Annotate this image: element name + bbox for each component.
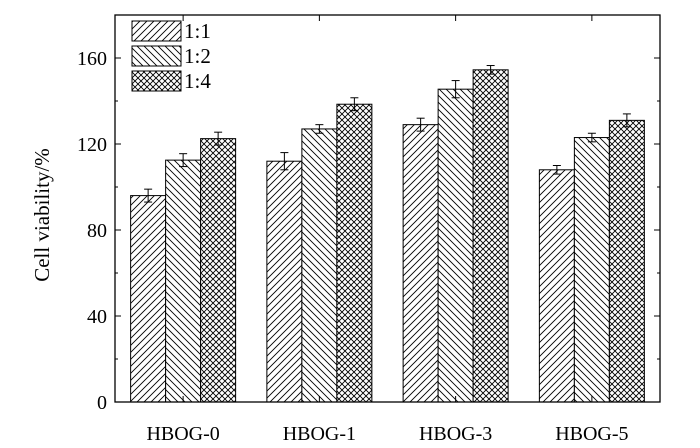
bar-hbog-3-series-1 <box>402 124 439 403</box>
y-tick-label: 160 <box>77 48 107 70</box>
bar-layer <box>130 69 645 403</box>
x-tick-label: HBOG-5 <box>555 423 628 445</box>
plot-frame <box>114 14 661 403</box>
y-tick-label: 40 <box>87 306 107 328</box>
bar-hbog-0-series-1 <box>130 195 167 403</box>
x-tick-label: HBOG-3 <box>419 423 492 445</box>
x-tick-label: HBOG-1 <box>283 423 356 445</box>
bar-hbog-3-series-2 <box>437 88 474 403</box>
legend: 1:11:21:4 <box>131 19 211 93</box>
legend-swatch-1 <box>131 20 182 42</box>
y-axis-label: Cell viability/% <box>30 148 54 282</box>
bar-hbog-1-series-3 <box>336 103 373 403</box>
bar-hbog-0-series-3 <box>200 138 237 403</box>
axes: 0 40 80 120 160 HBOG-0 HBOG-1 HBOG-3 HBOG-5 <box>77 14 661 445</box>
error-bar-layer <box>144 65 631 203</box>
x-tick-label: HBOG-0 <box>146 423 219 445</box>
legend-swatch-3 <box>131 70 182 92</box>
bar-hbog-1-series-1 <box>266 160 303 403</box>
bar-hbog-0-series-2 <box>165 159 202 403</box>
bar-hbog-5-series-3 <box>608 119 645 403</box>
bar-hbog-5-series-1 <box>538 169 575 403</box>
y-tick-label: 0 <box>97 392 107 414</box>
legend-label-2: 1:2 <box>184 44 211 68</box>
bar-hbog-5-series-2 <box>573 137 610 403</box>
bar-hbog-3-series-3 <box>472 69 509 403</box>
legend-label-1: 1:1 <box>184 19 211 43</box>
legend-label-3: 1:4 <box>184 69 211 93</box>
legend-swatch-2 <box>131 45 182 67</box>
bar-hbog-1-series-2 <box>301 128 338 403</box>
y-tick-label: 80 <box>87 220 107 242</box>
y-tick-label: 120 <box>77 134 107 156</box>
